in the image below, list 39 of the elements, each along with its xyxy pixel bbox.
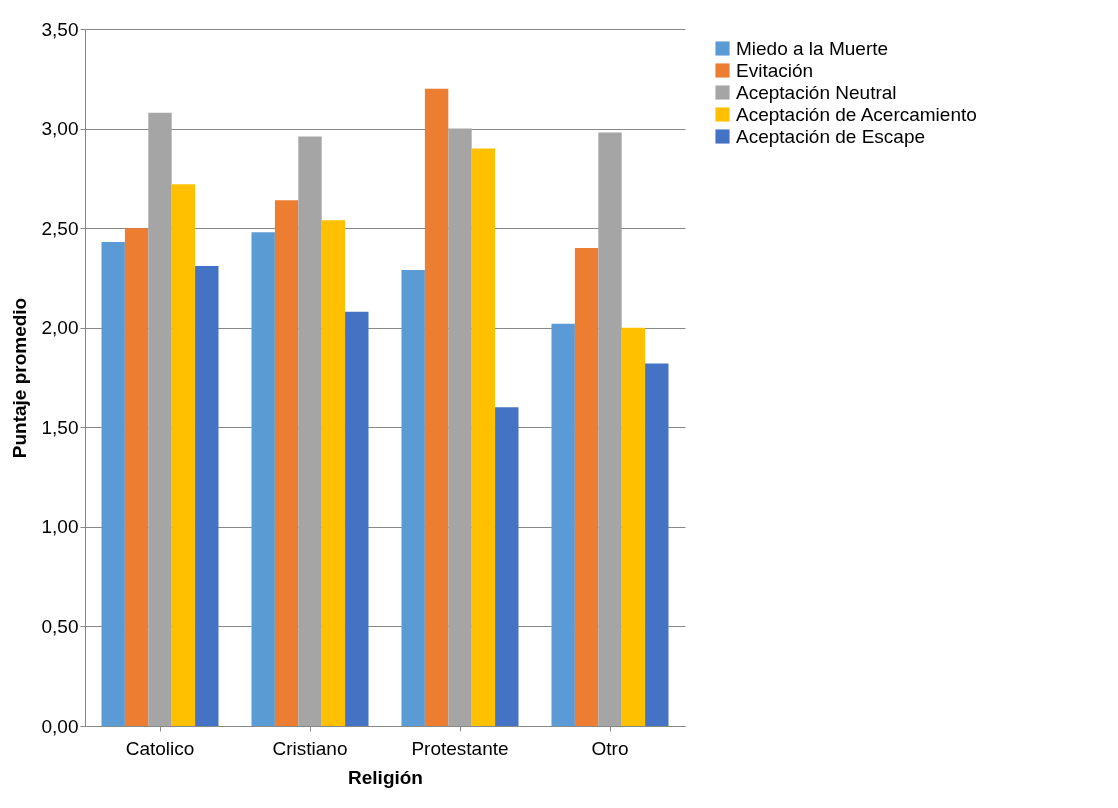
legend-label: Aceptación de Acercamiento [736,103,977,125]
bar [298,136,322,726]
legend-label: Evitación [736,59,814,81]
bar [495,407,519,726]
bar [424,88,449,726]
legend-label: Miedo a la Muerte [736,37,889,59]
y-tick-label: 2,00 [41,317,79,339]
bar [345,311,369,726]
bar [448,128,472,726]
y-axis-title: Puntaje promedio [8,297,30,459]
bar [171,184,196,726]
bar [148,112,172,726]
bar [645,363,669,726]
bar [274,200,299,726]
y-tick-label: 1,50 [41,416,79,438]
bar [598,132,622,726]
x-axis-title: Religión [348,766,423,788]
bar [401,269,425,726]
y-tick-label: 3,00 [41,118,79,140]
bar [101,242,125,726]
x-tick-label: Cristiano [272,737,348,759]
y-tick-label: 3,50 [41,18,79,40]
bar [471,148,496,726]
bar [195,265,219,726]
legend-label: Aceptación Neutral [736,81,897,103]
x-tick-label: Otro [591,737,629,759]
y-tick-label: 1,00 [41,516,79,538]
x-tick-label: Protestante [411,737,509,759]
bar [124,228,149,726]
bar [551,323,575,726]
y-tick-label: 2,50 [41,217,79,239]
bar [621,327,646,726]
x-tick-label: Catolico [125,737,195,759]
bar [574,248,599,726]
legend-label: Aceptación de Escape [736,125,926,147]
y-tick-label: 0,50 [41,615,79,637]
bar [251,232,275,726]
y-tick-label: 0,00 [41,715,79,737]
bar [321,220,346,726]
